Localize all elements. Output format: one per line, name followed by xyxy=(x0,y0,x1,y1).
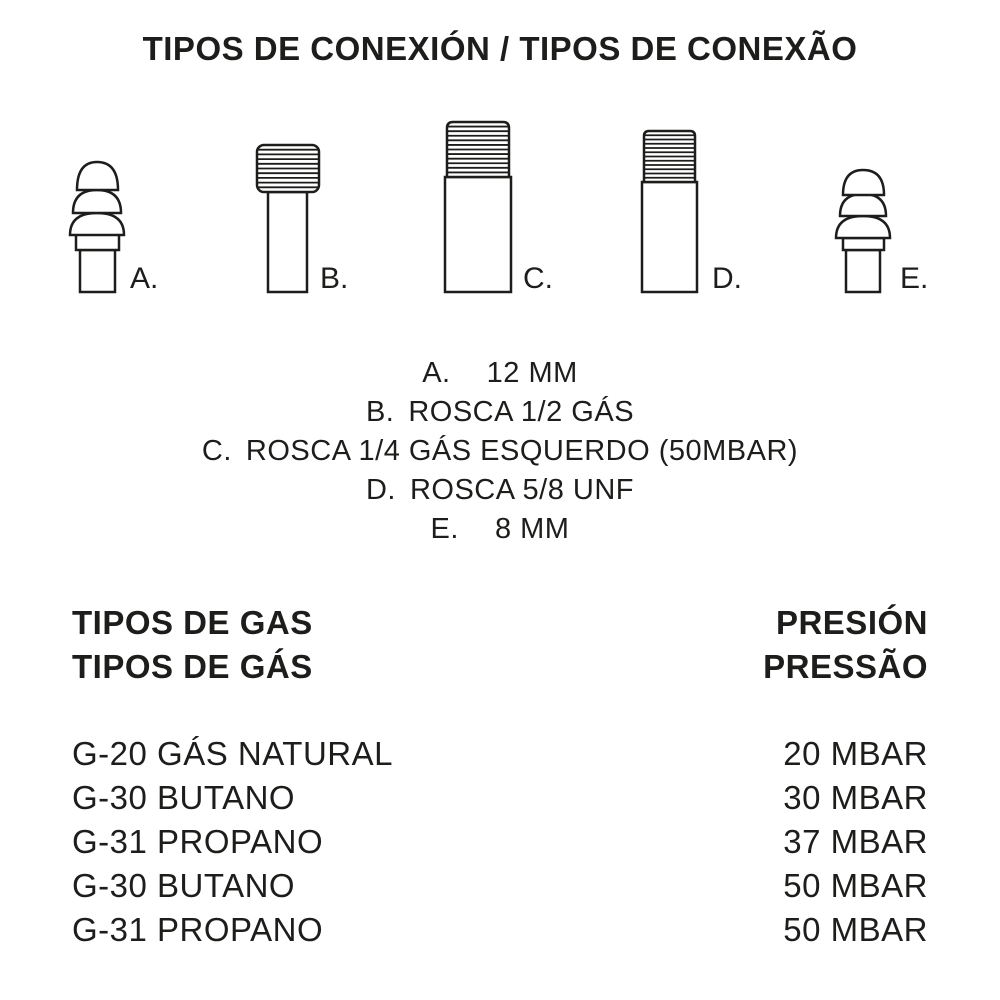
list-letter: C. xyxy=(201,435,232,467)
thread-half-inch-icon xyxy=(255,143,321,294)
list-letter: D. xyxy=(365,474,396,506)
thread-quarter-inch-left-icon xyxy=(443,120,513,294)
hose-barb-8mm-icon xyxy=(834,168,892,294)
connector-diagram xyxy=(68,120,892,294)
connector-list-item: E. 8 MM xyxy=(0,513,1000,546)
list-letter: E. xyxy=(430,513,459,545)
list-text: ROSCA 1/4 GÁS ESQUERDO (50MBAR) xyxy=(245,435,799,467)
list-letter: B. xyxy=(365,396,395,428)
pressure-header-pt: PRESSÃO xyxy=(763,648,928,685)
pressure-cell: 20 MBAR xyxy=(783,735,928,772)
list-letter: A. xyxy=(422,357,451,389)
list-text: ROSCA 5/8 UNF xyxy=(409,474,635,506)
gas-type-header-pt: TIPOS DE GÁS xyxy=(72,648,313,685)
gas-type-cell: G-30 BUTANO xyxy=(72,779,296,816)
pressure-cell: 50 MBAR xyxy=(783,867,928,904)
connector-list-item: B. ROSCA 1/2 GÁS xyxy=(0,396,1000,429)
list-text: 8 MM xyxy=(494,513,570,545)
gas-type-cell: G-31 PROPANO xyxy=(72,911,324,948)
connector-label-b: B. xyxy=(320,262,349,295)
connector-list-item: A. 12 MM xyxy=(0,357,1000,390)
thread-5-8-unf-icon xyxy=(640,129,699,294)
connector-label-a: A. xyxy=(130,262,159,295)
list-text: 12 MM xyxy=(486,357,578,389)
gas-type-cell: G-20 GÁS NATURAL xyxy=(72,735,393,772)
connector-list-item: D. ROSCA 5/8 UNF xyxy=(0,474,1000,507)
pressure-cell: 30 MBAR xyxy=(783,779,928,816)
connector-label-d: D. xyxy=(712,262,742,295)
gas-type-cell: G-30 BUTANO xyxy=(72,867,296,904)
gas-type-cell: G-31 PROPANO xyxy=(72,823,324,860)
hose-barb-12mm-icon xyxy=(68,160,126,294)
connector-list-item: C. ROSCA 1/4 GÁS ESQUERDO (50MBAR) xyxy=(0,435,1000,468)
pressure-cell: 37 MBAR xyxy=(783,823,928,860)
list-text: ROSCA 1/2 GÁS xyxy=(408,396,635,428)
page-title: TIPOS DE CONEXIÓN / TIPOS DE CONEXÃO xyxy=(142,30,858,67)
connector-label-c: C. xyxy=(523,262,553,295)
pressure-cell: 50 MBAR xyxy=(783,911,928,948)
gas-type-header-es: TIPOS DE GAS xyxy=(72,604,313,641)
pressure-header-es: PRESIÓN xyxy=(775,604,928,641)
connector-label-e: E. xyxy=(900,262,929,295)
